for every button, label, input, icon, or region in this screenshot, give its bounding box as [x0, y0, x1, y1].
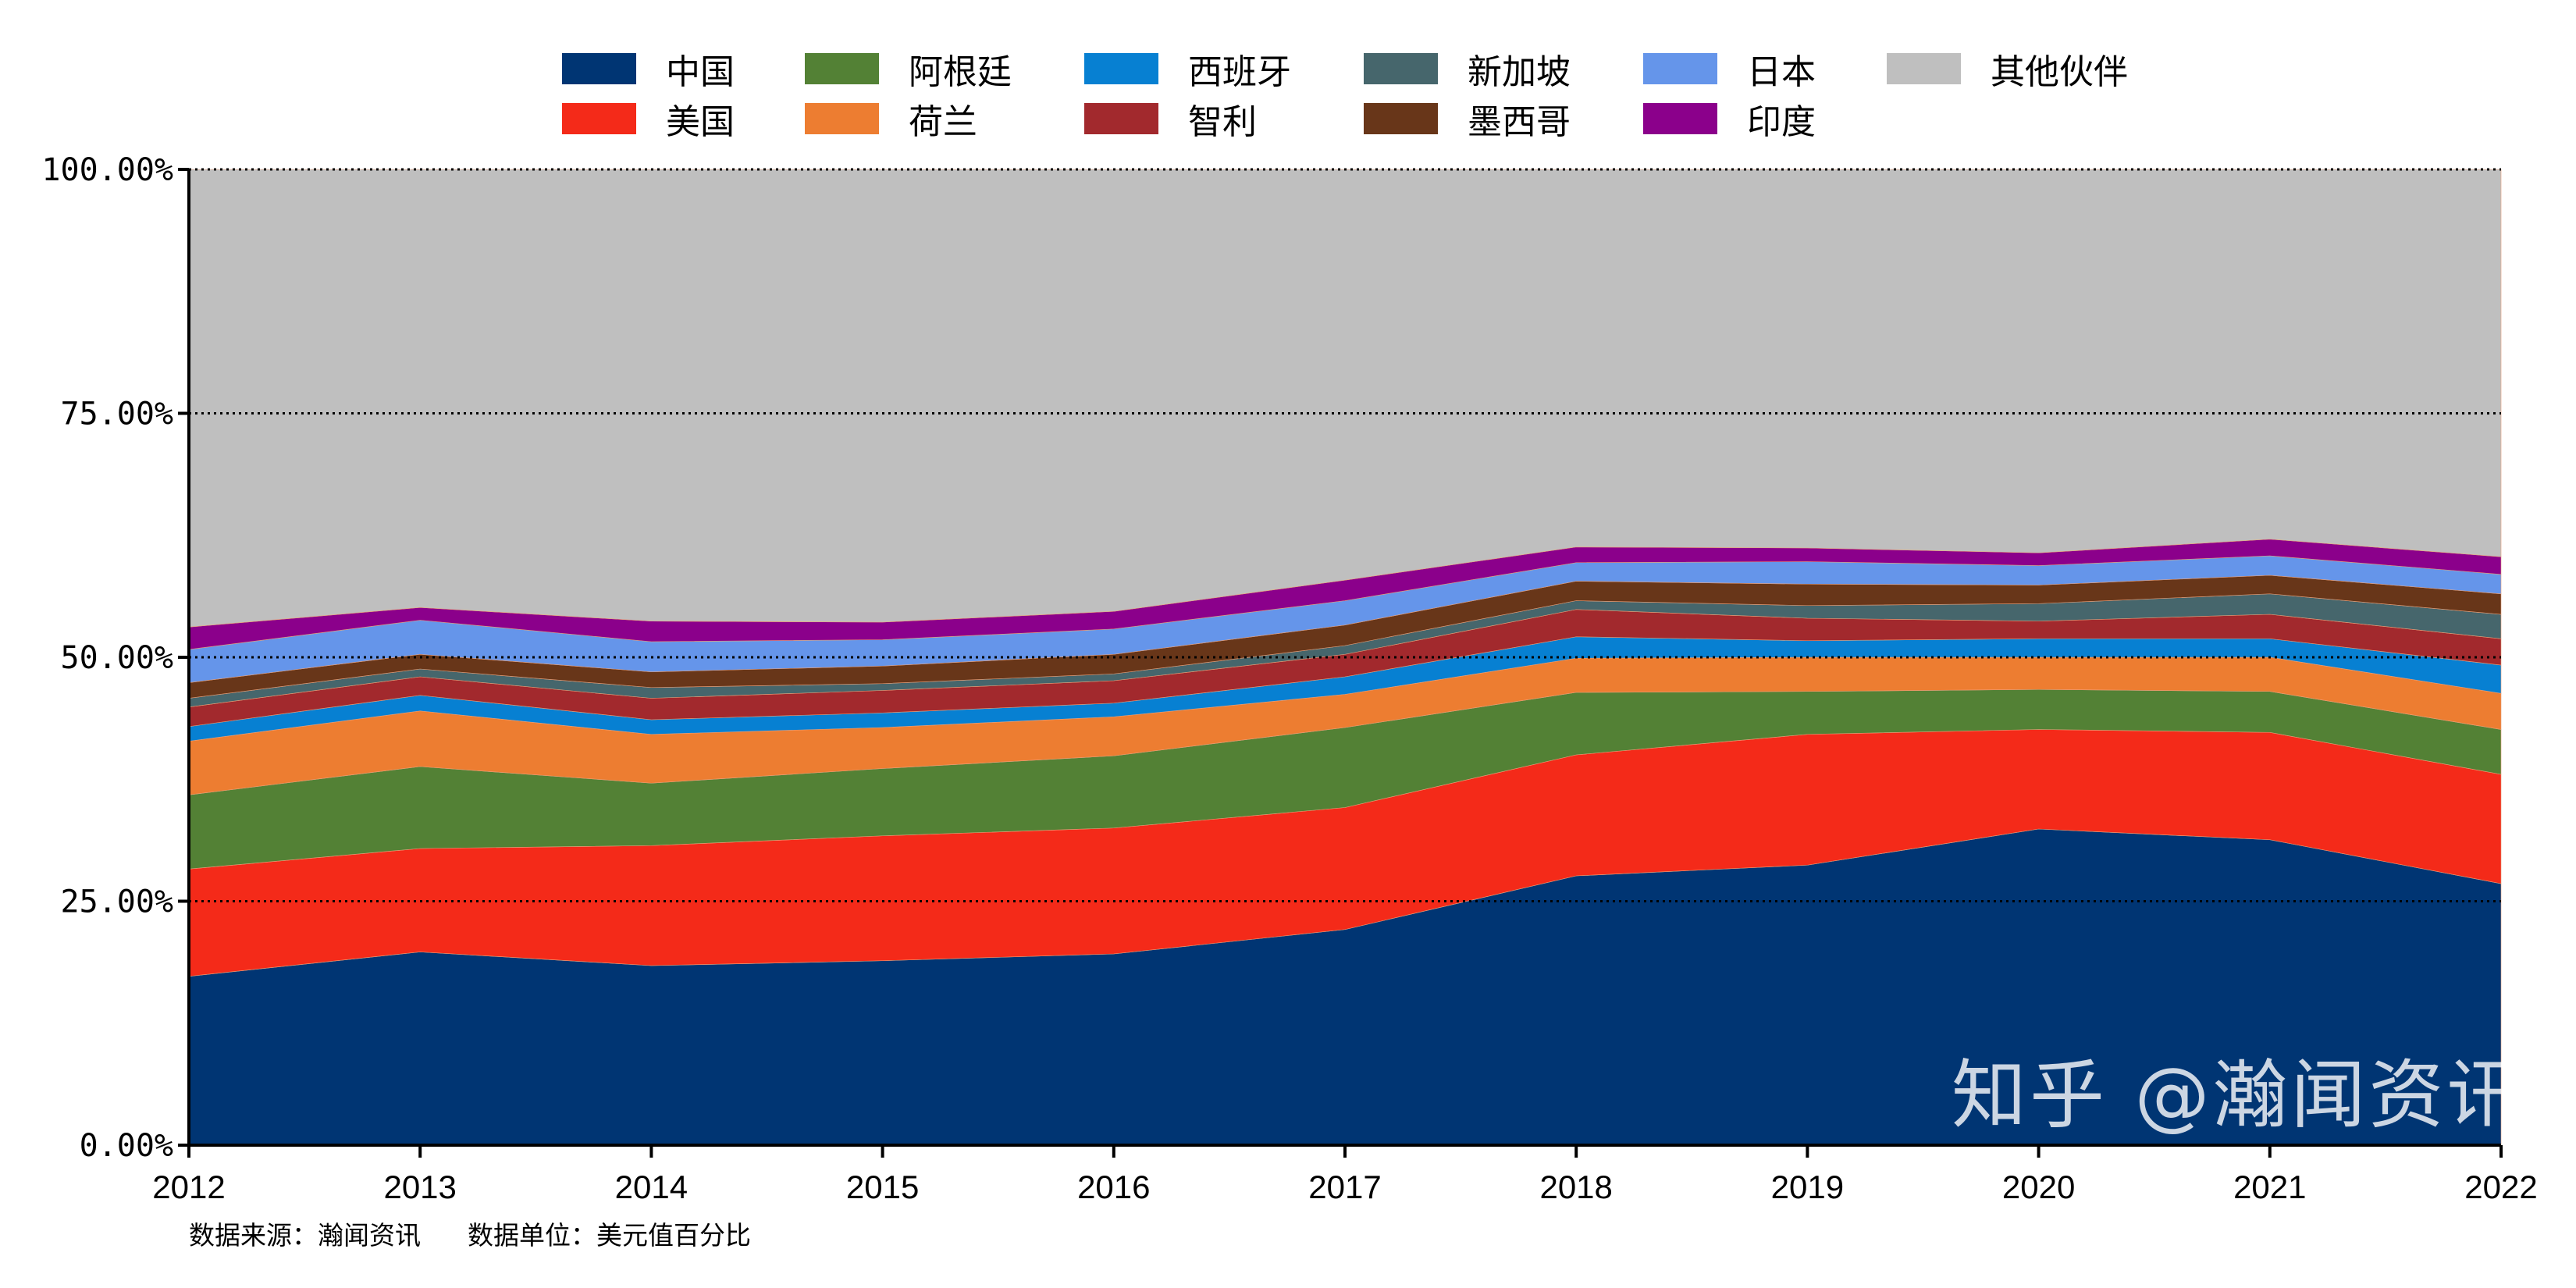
legend-label: 荷兰	[909, 102, 977, 142]
legend-swatch	[1084, 103, 1158, 134]
legend-swatch	[1084, 53, 1158, 84]
legend-swatch	[805, 53, 879, 84]
area-11	[188, 169, 2502, 628]
x-tick-labels: 2012 2013 2014 2015 2016 2017 2018 2019 2020 2021…	[152, 1169, 2537, 1205]
x-tick-label: 2018	[1539, 1169, 1612, 1205]
y-tick-label: 100.00%	[41, 152, 173, 188]
unit-note: 数据单位：美元值百分比	[468, 1220, 751, 1251]
legend-item: 美国	[562, 99, 735, 142]
y-tick-label: 50.00%	[61, 640, 174, 676]
legend-label: 其他伙伴	[1991, 52, 2128, 92]
legend-item: 荷兰	[805, 99, 977, 142]
x-tick-label: 2013	[383, 1169, 456, 1205]
legend-label: 墨西哥	[1468, 102, 1571, 142]
area-layers	[188, 169, 2502, 1146]
legend-label: 智利	[1188, 102, 1257, 142]
gridlines	[189, 168, 2501, 902]
legend-item: 印度	[1643, 99, 1816, 142]
y-tick-label: 25.00%	[61, 884, 174, 920]
legend-item: 新加坡	[1364, 49, 1571, 92]
y-tick-label: 75.00%	[61, 397, 174, 432]
x-tick-label: 2014	[615, 1169, 688, 1205]
legend-item: 中国	[562, 49, 735, 92]
legend-swatch	[1364, 53, 1438, 84]
x-tick-label: 2022	[2464, 1169, 2537, 1205]
legend-item: 西班牙	[1084, 49, 1291, 92]
legend-item: 其他伙伴	[1887, 49, 2128, 92]
legend-label: 日本	[1747, 52, 1816, 92]
legend-item: 阿根廷	[805, 49, 1012, 92]
x-tick-label: 2021	[2233, 1169, 2306, 1205]
legend-swatch	[562, 53, 636, 84]
legend-label: 新加坡	[1468, 52, 1571, 92]
x-tick-label: 2019	[1771, 1169, 1844, 1205]
legend-label: 中国	[666, 52, 735, 92]
legend: 中国美国 阿根廷荷兰 西班牙智利 新加坡墨西哥 日本印度 其他伙伴	[0, 0, 2576, 156]
x-tick-label: 2017	[1308, 1169, 1381, 1205]
legend-label: 美国	[666, 102, 735, 142]
legend-swatch	[1364, 103, 1438, 134]
x-tick-label: 2015	[846, 1169, 919, 1205]
legend-swatch	[1643, 53, 1717, 84]
legend-swatch	[562, 103, 636, 134]
x-tick-label: 2016	[1077, 1169, 1150, 1205]
legend-item: 日本	[1643, 49, 1816, 92]
legend-swatch	[805, 103, 879, 134]
chart-footer: 数据来源：瀚闻资讯 数据单位：美元值百分比	[189, 1215, 798, 1252]
y-tick-labels: 0.00% 25.00% 50.00% 75.00% 100.00%	[41, 152, 173, 1164]
source-note: 数据来源：瀚闻资讯	[189, 1220, 421, 1251]
legend-label: 阿根廷	[909, 52, 1012, 92]
legend-label: 印度	[1747, 102, 1816, 142]
y-tick-label: 0.00%	[80, 1128, 173, 1164]
x-tick-label: 2020	[2002, 1169, 2075, 1205]
axes	[178, 168, 2503, 1158]
legend-item: 墨西哥	[1364, 99, 1571, 142]
legend-label: 西班牙	[1188, 52, 1291, 92]
x-tick-label: 2012	[152, 1169, 225, 1205]
legend-item: 智利	[1084, 99, 1257, 142]
watermark: 知乎 @瀚闻资讯	[1952, 1051, 2525, 1139]
legend-swatch	[1887, 53, 1961, 84]
legend-swatch	[1643, 103, 1717, 134]
